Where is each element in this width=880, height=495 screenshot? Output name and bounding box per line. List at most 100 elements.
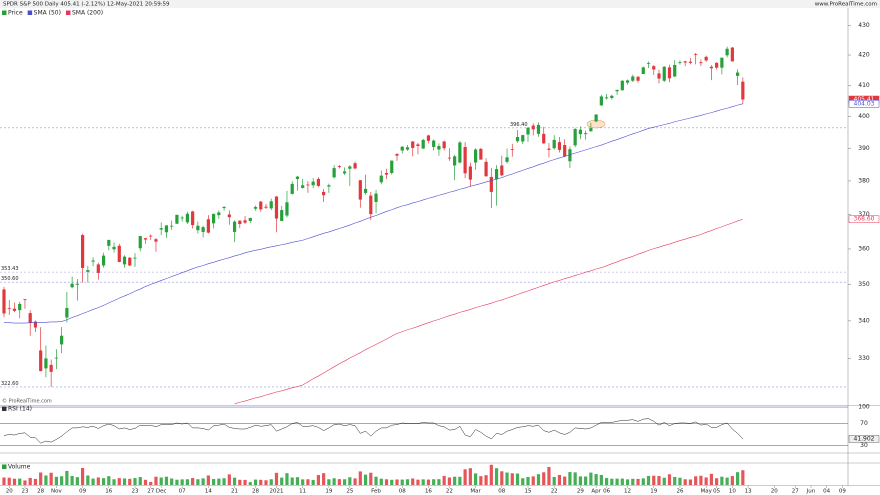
x-tick-label: 23 xyxy=(21,489,28,495)
candle-body xyxy=(86,270,90,272)
candle-body xyxy=(91,260,95,262)
header-bar xyxy=(0,0,880,8)
candle-body xyxy=(107,239,111,246)
candle-body xyxy=(122,256,127,265)
candle-body xyxy=(259,201,263,210)
volume-bar xyxy=(646,475,651,485)
candle-body xyxy=(458,142,462,163)
candle-body xyxy=(515,137,520,142)
legend-label: SMA (200) xyxy=(72,10,103,17)
candle-body xyxy=(295,176,300,179)
candle-body xyxy=(185,213,189,223)
volume-bar xyxy=(269,479,273,485)
volume-bar xyxy=(709,473,713,485)
y-tick-label: 30 xyxy=(860,442,868,449)
volume-bar xyxy=(96,477,100,485)
candle-body xyxy=(28,313,32,324)
candle-body xyxy=(227,214,231,218)
volume-bar xyxy=(437,479,441,485)
volume-bar xyxy=(510,473,514,485)
volume-bar xyxy=(28,477,32,485)
volume-bar xyxy=(322,473,326,485)
y-tick-label: 380 xyxy=(858,177,870,184)
volume-bar xyxy=(196,479,200,485)
candle-body xyxy=(343,171,347,174)
x-tick-label: 07 xyxy=(179,489,186,495)
candle-body xyxy=(432,140,436,147)
x-tick-label: 20 xyxy=(771,489,778,495)
volume-bar xyxy=(70,475,74,485)
x-tick-label: 06 xyxy=(603,489,610,495)
x-tick-label: 12 xyxy=(624,489,631,495)
candle-body xyxy=(322,191,326,196)
candle-body xyxy=(599,96,603,106)
x-tick-label: 09 xyxy=(79,489,86,495)
candle-body xyxy=(264,206,268,208)
volume-bar xyxy=(625,479,630,485)
candle-body xyxy=(447,157,451,159)
x-tick-label: 28 xyxy=(252,489,259,495)
candle-body xyxy=(557,142,562,150)
y-tick-label: 340 xyxy=(858,317,870,324)
volume-bar xyxy=(673,476,677,485)
volume-bar xyxy=(222,478,226,485)
volume-bar xyxy=(12,478,17,485)
candle-body xyxy=(70,283,74,288)
candle-body xyxy=(552,139,556,149)
candle-body xyxy=(631,76,635,81)
candle-body xyxy=(667,67,672,79)
watermark: © ProRealTime.com xyxy=(2,398,52,405)
x-tick-label: 27 xyxy=(147,489,154,495)
candle-body xyxy=(494,169,499,180)
volume-bar xyxy=(667,474,672,485)
volume-bar xyxy=(426,479,431,485)
volume-bar xyxy=(584,476,588,485)
volume-bar xyxy=(253,479,258,485)
candle-body xyxy=(337,166,341,168)
candle-body xyxy=(379,175,383,183)
candle-body xyxy=(405,147,410,150)
volume-bar xyxy=(138,477,142,485)
legend-swatch xyxy=(65,10,71,15)
candle-body xyxy=(453,156,457,166)
volume-bar xyxy=(453,476,457,485)
candle-body xyxy=(348,166,352,169)
candle-body xyxy=(175,214,179,224)
candle-body xyxy=(212,213,216,224)
candle-body xyxy=(133,257,137,259)
volume-bar xyxy=(133,478,137,485)
volume-bar xyxy=(631,478,635,485)
x-tick-label: Dec xyxy=(156,489,167,495)
y-tick-label: 360 xyxy=(858,245,870,252)
volume-bar xyxy=(306,479,310,485)
candle-body xyxy=(715,62,719,68)
candle-body xyxy=(563,145,567,157)
volume-bar xyxy=(332,478,336,485)
volume-bar xyxy=(484,475,488,485)
volume-bar xyxy=(563,476,567,485)
volume-bar xyxy=(400,479,404,485)
candle-body xyxy=(374,193,378,202)
volume-bar xyxy=(86,475,90,485)
volume-bar xyxy=(54,476,58,485)
candle-body xyxy=(437,146,441,150)
x-tick-label: 29 xyxy=(577,489,584,495)
volume-bar xyxy=(33,478,38,485)
y-tick-label: 100 xyxy=(858,404,870,411)
volume-bar xyxy=(232,477,237,485)
candle-body xyxy=(636,76,640,81)
x-tick-label: 28 xyxy=(37,489,44,495)
volume-bar xyxy=(557,474,562,485)
volume-bar xyxy=(468,468,472,485)
candle-body xyxy=(479,148,483,160)
candle-body xyxy=(610,95,614,98)
volume-bar xyxy=(474,473,478,485)
candle-body xyxy=(442,141,446,149)
volume-bar xyxy=(725,477,729,485)
candle-body xyxy=(269,201,273,209)
volume-bar xyxy=(259,479,263,485)
volume-bar xyxy=(44,475,48,485)
